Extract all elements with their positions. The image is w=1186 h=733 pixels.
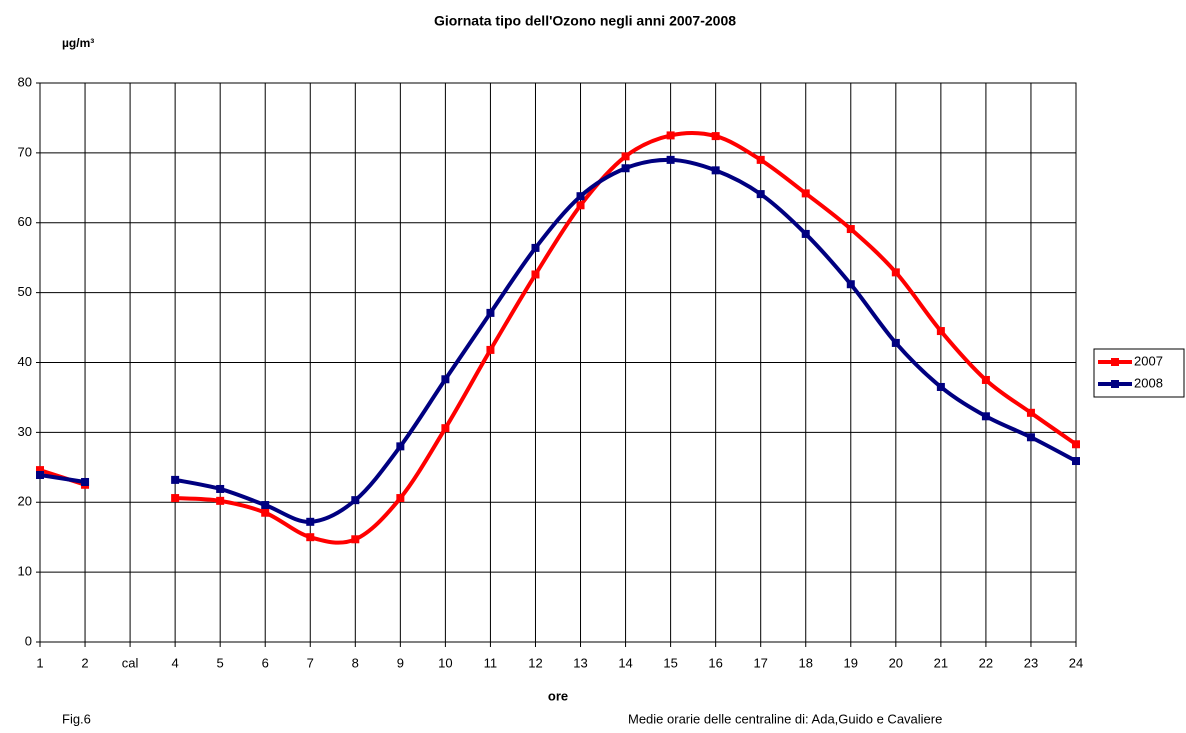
marker: [981, 375, 990, 384]
marker: [351, 496, 360, 505]
marker: [261, 508, 270, 517]
marker: [1026, 408, 1035, 417]
marker: [666, 131, 675, 140]
legend-marker: [1111, 380, 1119, 388]
x-tick-label: 19: [844, 655, 858, 670]
marker: [486, 345, 495, 354]
source-note: Medie orarie delle centraline di: Ada,Gu…: [628, 711, 942, 726]
x-tick-label: 13: [573, 655, 587, 670]
x-tick-label: 15: [663, 655, 677, 670]
plot-border: [39, 82, 1077, 643]
x-tick-label: 11: [484, 655, 498, 670]
y-axis-label: µg/m³: [62, 36, 94, 50]
marker: [441, 424, 450, 433]
marker: [1026, 433, 1035, 442]
x-tick-label: 8: [352, 655, 359, 670]
marker: [846, 280, 855, 289]
marker: [756, 190, 765, 199]
marker: [621, 152, 630, 161]
legend-box: [1093, 348, 1185, 398]
marker: [396, 494, 405, 503]
x-tick-label: 7: [307, 655, 314, 670]
y-tick-label: 20: [18, 494, 32, 509]
y-tick-label: 40: [18, 354, 32, 369]
x-tick-label: 17: [753, 655, 767, 670]
x-tick-label: 24: [1069, 655, 1083, 670]
marker: [171, 494, 180, 503]
marker: [306, 517, 315, 526]
marker: [1072, 440, 1080, 449]
x-tick-label: 16: [708, 655, 722, 670]
marker: [441, 375, 450, 384]
marker: [801, 229, 810, 238]
marker: [756, 155, 765, 164]
marker: [261, 501, 270, 510]
x-tick-label: 18: [799, 655, 813, 670]
x-tick-label: 23: [1024, 655, 1038, 670]
x-tick-label: 12: [528, 655, 542, 670]
x-tick-label: 4: [172, 655, 179, 670]
marker: [666, 155, 675, 164]
x-tick-label: 21: [934, 655, 948, 670]
marker: [846, 225, 855, 234]
marker: [981, 412, 990, 421]
legend-label: 2007: [1134, 353, 1163, 368]
x-axis-label: ore: [548, 688, 568, 703]
marker: [36, 470, 44, 479]
y-tick-label: 30: [18, 424, 32, 439]
marker: [36, 466, 44, 475]
x-tick-label: 6: [262, 655, 269, 670]
x-tick-label: 2: [81, 655, 88, 670]
y-tick-label: 60: [18, 214, 32, 229]
y-tick-label: 50: [18, 284, 32, 299]
x-tick-label: cal: [122, 655, 139, 670]
marker: [936, 327, 945, 336]
marker: [621, 164, 630, 173]
marker: [576, 192, 585, 201]
x-tick-label: 14: [618, 655, 632, 670]
marker: [891, 338, 900, 347]
marker: [396, 442, 405, 451]
marker: [81, 477, 90, 486]
marker: [351, 535, 360, 544]
series-line: [175, 130, 1078, 545]
marker: [1072, 457, 1080, 466]
marker: [531, 270, 540, 279]
x-tick-label: 5: [217, 655, 224, 670]
marker: [711, 166, 720, 175]
marker: [216, 484, 225, 493]
x-tick-label: 9: [397, 655, 404, 670]
marker: [531, 243, 540, 252]
legend-label: 2008: [1134, 375, 1163, 390]
y-tick-label: 10: [18, 564, 32, 579]
marker: [936, 382, 945, 391]
x-tick-label: 10: [438, 655, 452, 670]
marker: [216, 496, 225, 505]
x-tick-label: 20: [889, 655, 903, 670]
y-tick-label: 70: [18, 144, 32, 159]
y-tick-label: 0: [25, 633, 32, 648]
figure-note: Fig.6: [62, 711, 91, 726]
marker: [891, 268, 900, 277]
marker: [486, 308, 495, 317]
chart-title: Giornata tipo dell'Ozono negli anni 2007…: [434, 13, 736, 29]
y-tick-label: 80: [18, 74, 32, 89]
marker: [306, 533, 315, 542]
legend-marker: [1111, 358, 1119, 366]
x-tick-label: 22: [979, 655, 993, 670]
x-tick-label: 1: [36, 655, 43, 670]
marker: [576, 201, 585, 210]
marker: [801, 189, 810, 198]
marker: [711, 132, 720, 141]
marker: [171, 475, 180, 484]
